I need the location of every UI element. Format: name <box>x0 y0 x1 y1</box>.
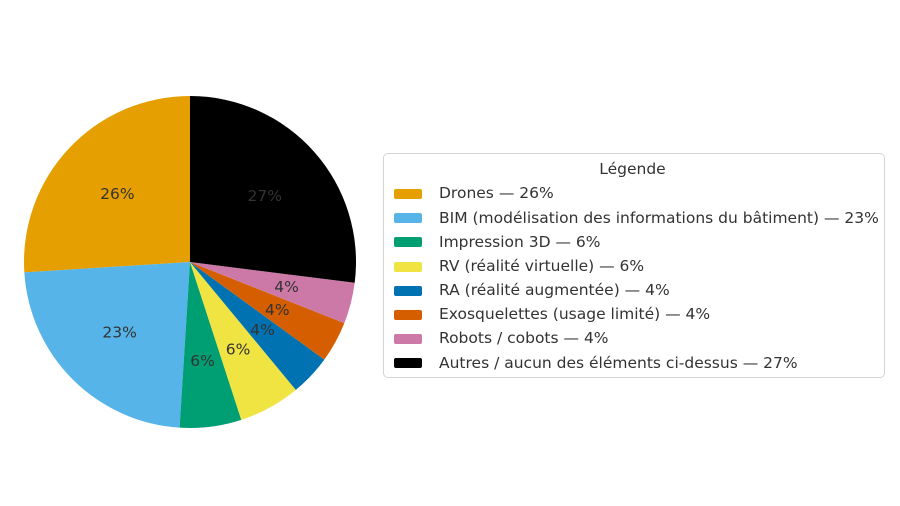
legend-swatch-1 <box>394 213 422 224</box>
legend-item-2: Impression 3D — 6% <box>391 230 874 254</box>
legend-box: Légende Drones — 26% BIM (modélisation de… <box>383 153 885 378</box>
legend-label-2: Impression 3D — 6% <box>439 232 601 251</box>
legend-item-0: Drones — 26% <box>391 182 874 206</box>
legend-item-5: Exosquelettes (usage limité) — 4% <box>391 303 874 327</box>
pie-slice-4 <box>190 262 325 390</box>
legend-swatch-7 <box>394 358 422 369</box>
legend-item-3: RV (réalité virtuelle) — 6% <box>391 255 874 279</box>
pie-slice-7 <box>190 96 356 283</box>
legend-item-1: BIM (modélisation des informations du bâ… <box>391 206 879 230</box>
pie-slice-label-7: 27% <box>247 187 281 205</box>
legend-label-6: Robots / cobots — 4% <box>439 329 609 348</box>
legend-label-1: BIM (modélisation des informations du bâ… <box>439 208 879 227</box>
legend-items: Drones — 26% BIM (modélisation des inform… <box>391 182 879 376</box>
legend-label-4: RA (réalité augmentée) — 4% <box>439 281 670 300</box>
legend-swatch-6 <box>394 334 422 345</box>
pie-slice-1 <box>24 262 190 428</box>
pie-slice-label-4: 4% <box>250 321 275 339</box>
legend-label-7: Autres / aucun des éléments ci-dessus — … <box>439 353 798 372</box>
legend-item-6: Robots / cobots — 4% <box>391 327 874 351</box>
legend-item-4: RA (réalité augmentée) — 4% <box>391 279 874 303</box>
legend-item-7: Autres / aucun des éléments ci-dessus — … <box>391 351 874 375</box>
pie-slice-label-6: 4% <box>274 278 299 296</box>
pie-slice-label-1: 23% <box>102 323 136 341</box>
pie-slice-label-5: 4% <box>265 301 290 319</box>
legend-swatch-2 <box>394 237 422 248</box>
pie-slice-label-2: 6% <box>190 352 215 370</box>
pie-slice-0 <box>24 96 190 273</box>
legend-title: Légende <box>599 160 666 178</box>
legend-swatch-5 <box>394 310 422 321</box>
pie-slice-6 <box>190 262 355 324</box>
pie-slice-label-3: 6% <box>226 340 251 358</box>
pie-slice-label-0: 26% <box>100 185 134 203</box>
pie-slice-5 <box>190 262 345 360</box>
pie-chart: 26%23%6%6%4%4%4%27% <box>24 96 356 428</box>
pie-slice-3 <box>190 262 296 420</box>
legend-label-0: Drones — 26% <box>439 184 554 203</box>
pie-slice-2 <box>179 262 242 428</box>
legend-swatch-3 <box>394 261 422 272</box>
legend-label-5: Exosquelettes (usage limité) — 4% <box>439 305 711 324</box>
legend-label-3: RV (réalité virtuelle) — 6% <box>439 256 645 275</box>
legend-swatch-4 <box>394 285 422 296</box>
legend-swatch-0 <box>394 189 422 200</box>
